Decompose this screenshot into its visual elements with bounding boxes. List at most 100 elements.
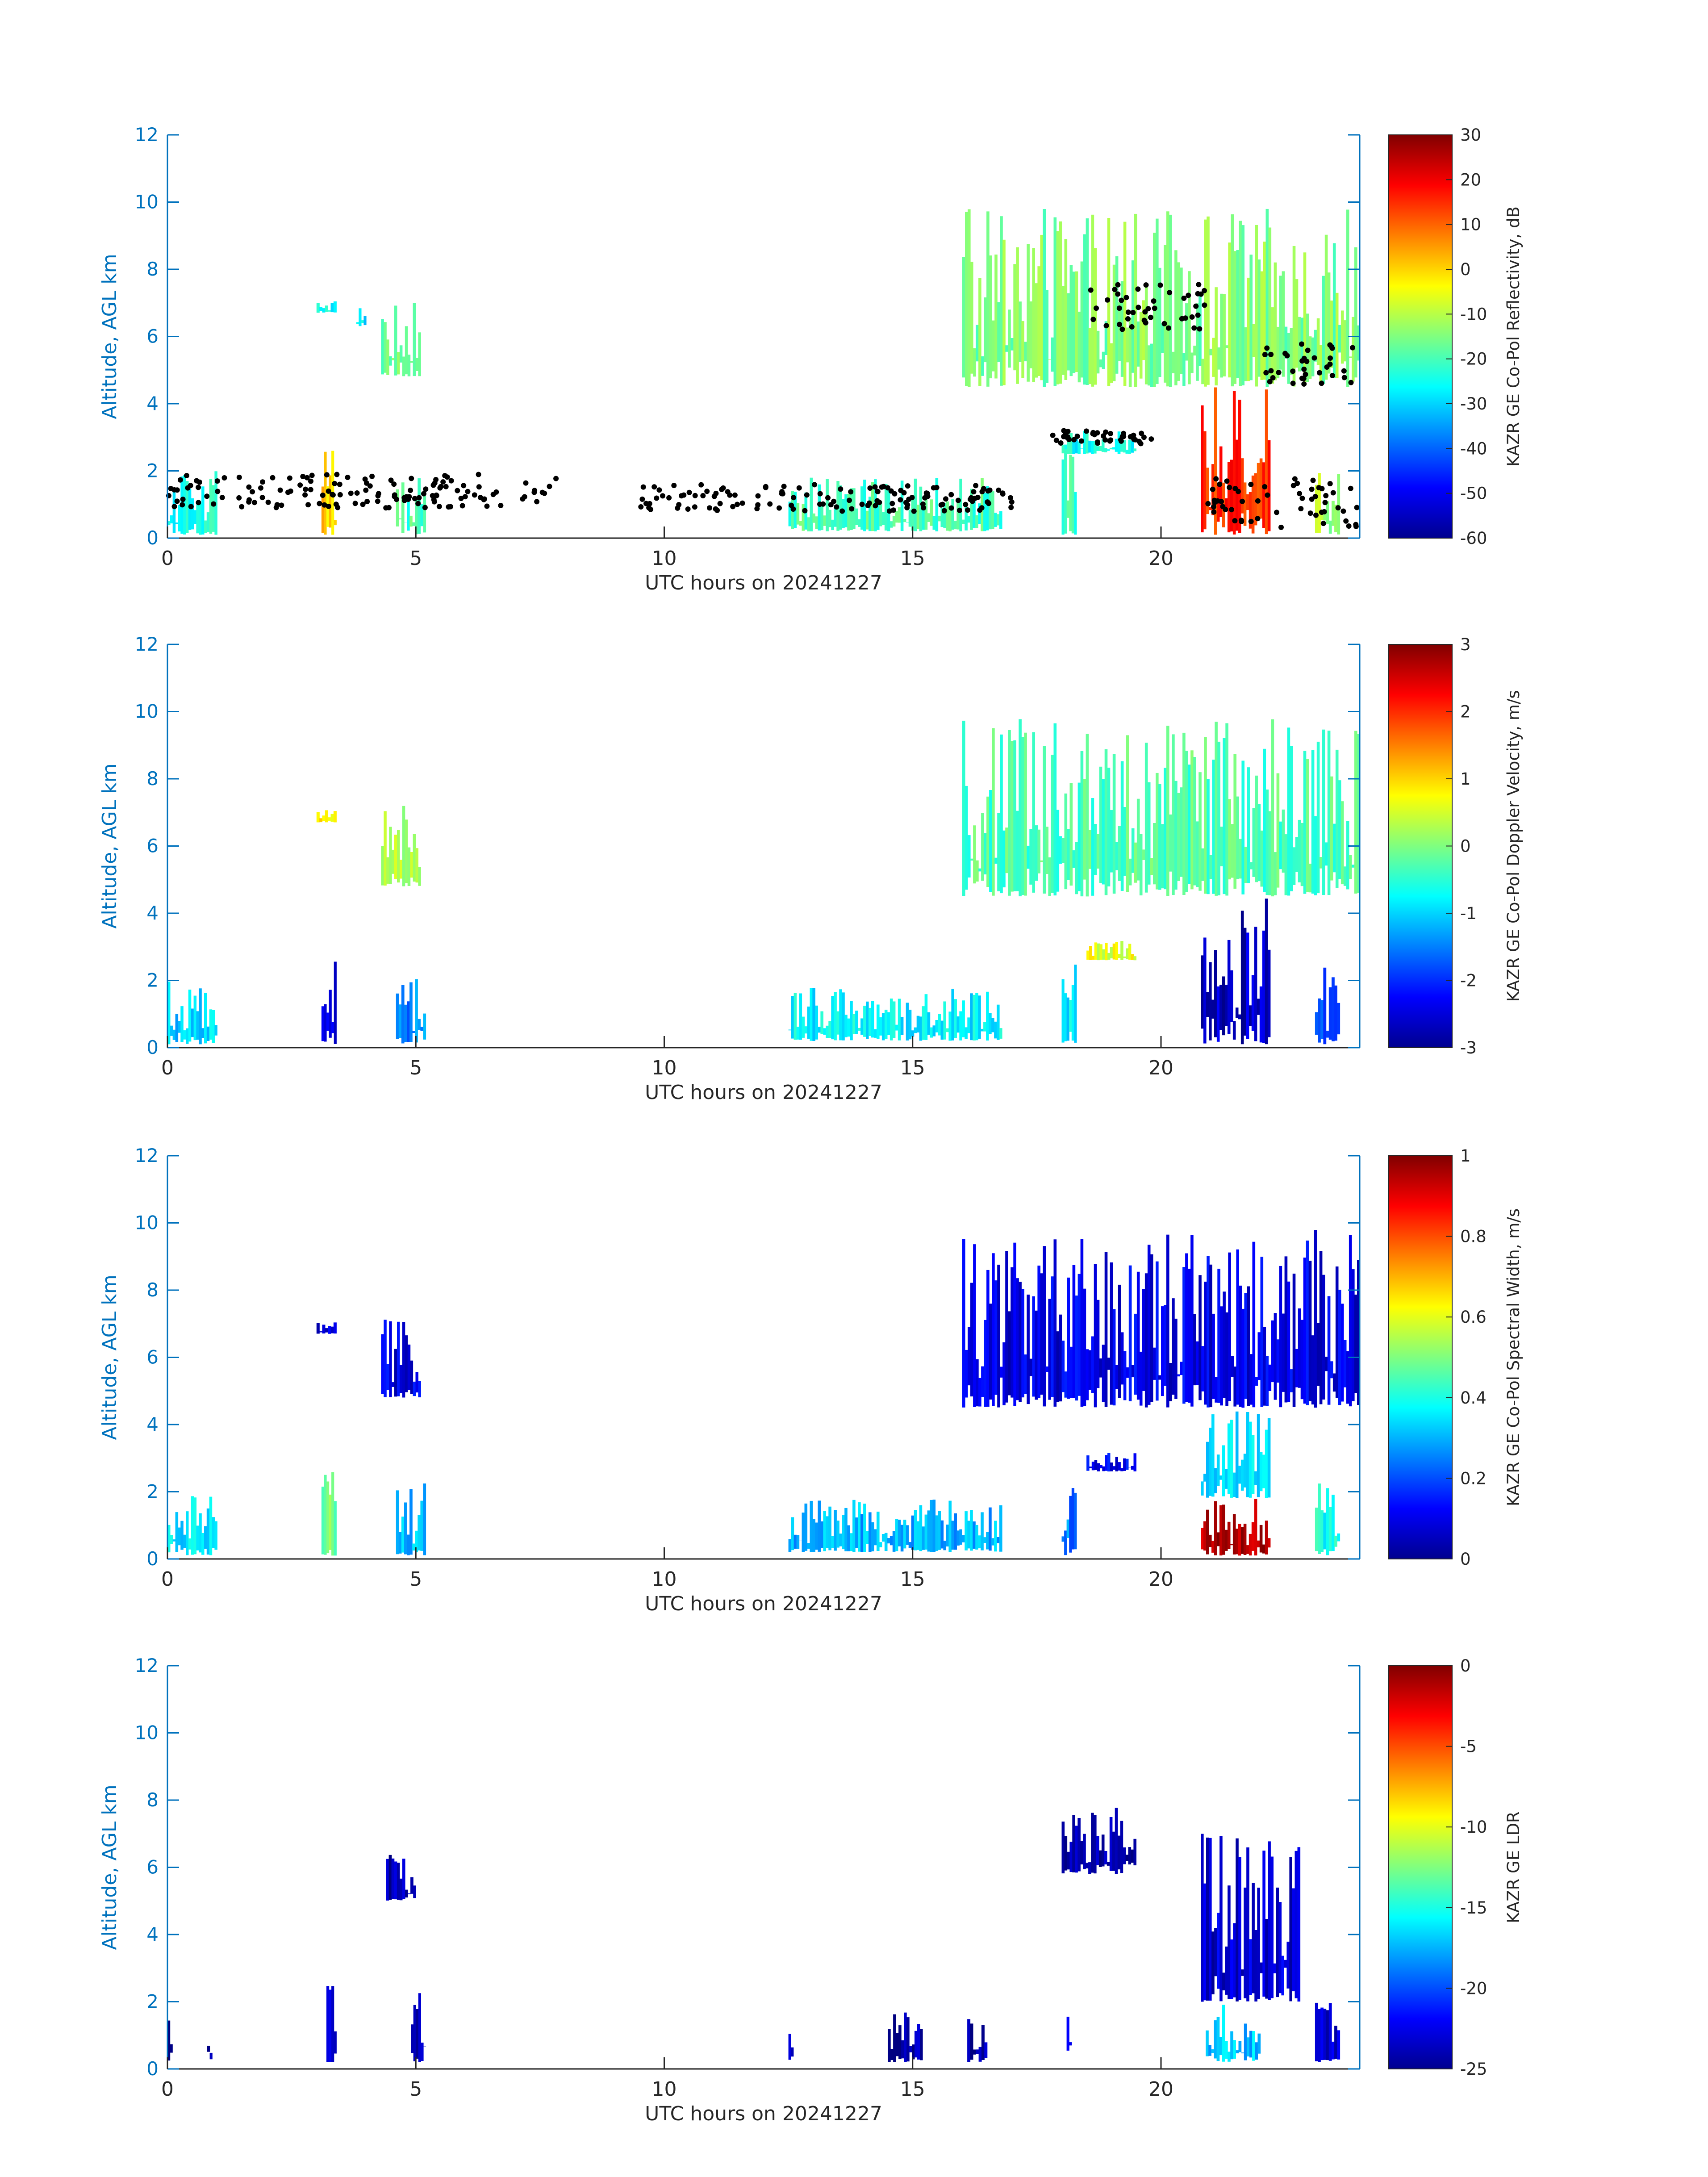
data-cell <box>1071 985 1074 1041</box>
data-cell <box>1101 439 1105 452</box>
data-cell <box>984 2042 988 2058</box>
data-cell <box>170 515 173 524</box>
cloud-base-point <box>1268 368 1274 374</box>
data-cell <box>1172 1298 1175 1395</box>
data-cell <box>895 510 898 523</box>
data-cell <box>1094 1815 1097 1874</box>
data-cell <box>1227 1521 1231 1549</box>
data-cell <box>1298 1308 1301 1388</box>
data-cell <box>911 1030 915 1037</box>
y-tick-label: 4 <box>146 902 159 924</box>
data-cell <box>1222 1445 1225 1496</box>
x-tick-label: 15 <box>900 1568 925 1591</box>
data-cell <box>1241 225 1244 385</box>
data-cell <box>204 1526 207 1549</box>
data-cell <box>914 478 917 531</box>
data-cell <box>415 497 418 535</box>
data-cell <box>329 990 332 1038</box>
data-cell <box>363 316 367 326</box>
data-cell <box>1214 387 1217 535</box>
cloud-base-point <box>239 504 245 510</box>
data-cell <box>815 1005 818 1040</box>
data-cell <box>836 1521 839 1548</box>
data-cell <box>1215 722 1218 896</box>
data-cell <box>1123 440 1126 453</box>
data-cell <box>409 982 413 1042</box>
data-cell <box>1099 1465 1102 1469</box>
data-cell <box>1120 1821 1123 1873</box>
cloud-base-point <box>791 495 797 501</box>
data-cell <box>1086 218 1089 385</box>
data-cell <box>1241 1969 1244 1976</box>
data-cell <box>1330 1361 1333 1379</box>
data-cell <box>209 479 213 534</box>
cloud-base-point <box>849 506 855 512</box>
data-cell <box>1088 830 1092 869</box>
cloud-base-point <box>1008 495 1013 501</box>
data-cell <box>1228 799 1231 880</box>
data-cell <box>1328 2003 1332 2061</box>
y-tick-label: 0 <box>146 527 159 549</box>
cloud-base-point <box>412 496 418 501</box>
data-cell <box>199 988 202 1045</box>
data-region <box>1315 967 1341 1045</box>
cloud-base-point <box>531 489 537 495</box>
data-cell <box>386 1859 389 1901</box>
data-cell <box>1037 266 1040 376</box>
data-cell <box>1011 741 1014 892</box>
data-cell <box>834 992 837 1040</box>
cloud-base-point <box>971 489 977 495</box>
data-cell <box>1209 1838 1212 2001</box>
data-cell <box>1071 1488 1074 1550</box>
data-cell <box>333 301 337 313</box>
cloud-base-point <box>1341 368 1347 374</box>
data-cell <box>1318 2009 1321 2062</box>
data-cell <box>402 356 405 376</box>
cloud-base-point <box>1143 282 1149 288</box>
data-cell <box>178 1021 181 1033</box>
data-cell <box>167 2020 171 2061</box>
data-cell <box>331 1022 334 1033</box>
data-cell <box>1346 821 1349 890</box>
data-cell <box>1332 977 1335 1041</box>
cloud-base-point <box>1219 499 1224 505</box>
data-cell <box>1133 448 1136 451</box>
cloud-base-point <box>337 492 343 497</box>
data-cell <box>1225 2041 1228 2059</box>
data-cell <box>954 521 957 530</box>
data-cell <box>399 1365 403 1393</box>
cloud-base-point <box>1061 428 1067 434</box>
data-cell <box>791 996 794 1039</box>
data-cell <box>1271 307 1274 384</box>
data-cell <box>407 847 411 886</box>
data-cell <box>1228 1885 1231 1999</box>
data-cell <box>1326 501 1329 524</box>
data-cell <box>1115 256 1119 374</box>
data-cell <box>1286 1942 1290 1989</box>
data-cell <box>402 806 405 886</box>
data-cell <box>1209 507 1212 510</box>
data-cell <box>1330 301 1333 368</box>
data-cell <box>810 1500 813 1552</box>
cloud-base-point <box>1125 309 1131 315</box>
data-cell <box>331 1472 334 1556</box>
data-cell <box>1136 321 1140 367</box>
cloud-base-point <box>1108 437 1114 443</box>
cloud-base-point <box>911 508 917 514</box>
data-cell <box>1243 1454 1247 1488</box>
y-axis-label: Altitude, AGL km <box>98 763 121 928</box>
cloud-base-point <box>279 502 284 508</box>
y-tick-label: 10 <box>135 701 159 723</box>
data-cell <box>1086 1863 1089 1868</box>
data-cell <box>793 1534 797 1549</box>
data-cell <box>1069 1496 1072 1553</box>
data-cell <box>201 1533 205 1555</box>
cloud-base-point <box>1053 438 1059 443</box>
data-cell <box>1190 750 1194 890</box>
data-cell <box>1311 750 1315 894</box>
data-cell <box>887 1538 890 1544</box>
data-cell <box>807 1007 810 1039</box>
data-cell <box>1217 1269 1220 1403</box>
data-cell <box>831 996 834 1040</box>
data-cell <box>1216 2017 1220 2061</box>
